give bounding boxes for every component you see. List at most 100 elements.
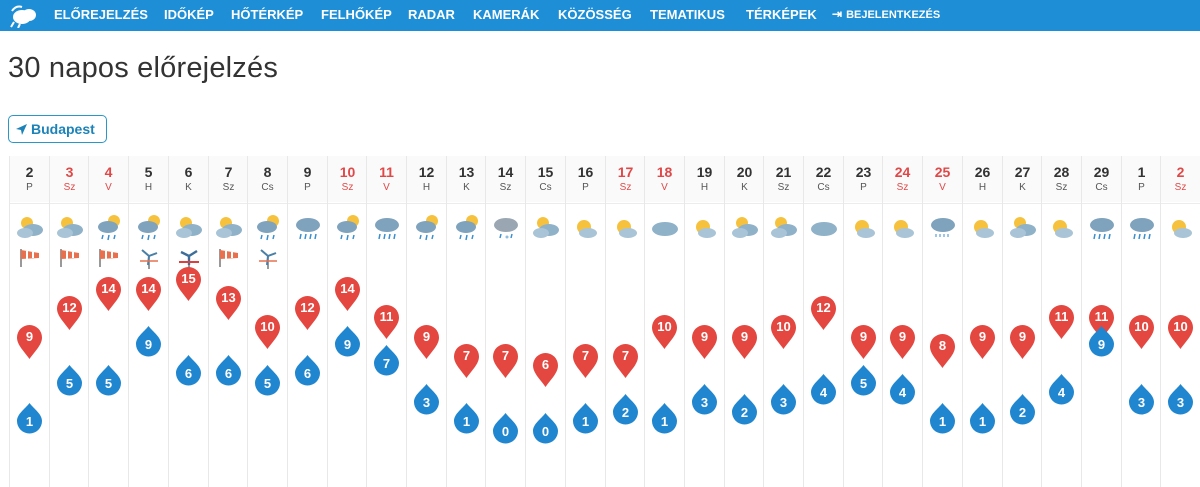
min-temperature-drop[interactable]: 0: [532, 413, 559, 444]
city-selector-button[interactable]: Budapest: [8, 115, 107, 143]
max-temperature-pin[interactable]: 7: [453, 343, 480, 379]
max-temperature-pin[interactable]: 14: [334, 276, 361, 312]
nav-maps[interactable]: TÉRKÉPEK: [746, 7, 817, 22]
day-header[interactable]: 26 H: [963, 156, 1002, 202]
max-temperature-pin[interactable]: 9: [850, 324, 877, 360]
min-temperature-drop[interactable]: 2: [731, 393, 758, 425]
min-temperature-drop[interactable]: 4: [889, 374, 916, 405]
max-temperature-pin[interactable]: 10: [1167, 314, 1194, 350]
min-temperature-drop[interactable]: 3: [1167, 383, 1194, 415]
max-temperature-pin[interactable]: 12: [294, 295, 321, 331]
nav-cameras[interactable]: KAMERÁK: [473, 7, 540, 22]
day-header[interactable]: 7 Sz: [209, 156, 248, 202]
day-header[interactable]: 22 Cs: [804, 156, 843, 202]
min-temperature-drop[interactable]: 5: [254, 364, 281, 396]
day-header[interactable]: 16 P: [566, 156, 605, 202]
day-header[interactable]: 11 V: [367, 156, 406, 202]
nav-weather-report[interactable]: IDŐKÉP: [164, 7, 214, 22]
max-temperature-pin[interactable]: 9: [413, 324, 440, 360]
min-temperature-drop[interactable]: 3: [770, 383, 797, 415]
day-header[interactable]: 23 P: [844, 156, 883, 202]
min-temperature-drop[interactable]: 1: [929, 403, 956, 434]
max-temperature-pin[interactable]: 14: [95, 276, 122, 312]
max-temperature-pin[interactable]: 7: [492, 343, 519, 379]
max-temperature-pin[interactable]: 10: [651, 314, 678, 350]
min-temperature-drop[interactable]: 6: [294, 354, 321, 386]
day-header[interactable]: 27 K: [1003, 156, 1042, 202]
day-header[interactable]: 8 Cs: [248, 156, 287, 202]
max-temperature-pin[interactable]: 15: [175, 266, 202, 302]
nav-forecast[interactable]: ELŐREJELZÉS: [54, 7, 148, 22]
max-temperature-pin[interactable]: 11: [1048, 304, 1075, 340]
max-temperature-pin[interactable]: 9: [731, 324, 758, 360]
login-link[interactable]: ⇥ BEJELENTKEZÉS: [832, 0, 940, 31]
min-temperature-drop[interactable]: 7: [373, 345, 400, 376]
max-temperature-pin[interactable]: 9: [969, 324, 996, 360]
day-header[interactable]: 24 Sz: [883, 156, 922, 202]
min-temperature-drop[interactable]: 2: [612, 393, 639, 425]
max-temperature-pin[interactable]: 9: [691, 324, 718, 360]
max-temperature-pin[interactable]: 14: [135, 276, 162, 312]
nav-community[interactable]: KÖZÖSSÉG: [558, 7, 632, 22]
min-temperature-drop[interactable]: 5: [95, 364, 122, 396]
day-header[interactable]: 14 Sz: [486, 156, 525, 202]
min-temperature-drop[interactable]: 3: [691, 383, 718, 415]
min-temperature-drop[interactable]: 6: [175, 354, 202, 386]
day-header[interactable]: 28 Sz: [1042, 156, 1081, 202]
day-header[interactable]: 13 K: [447, 156, 486, 202]
min-temperature-drop[interactable]: 1: [969, 403, 996, 434]
nav-thematic[interactable]: TEMATIKUS: [650, 7, 725, 22]
day-header[interactable]: 2 Sz: [1161, 156, 1200, 202]
max-temperature-pin[interactable]: 9: [889, 324, 916, 360]
min-temperature-drop[interactable]: 9: [135, 325, 162, 357]
min-temperature-drop[interactable]: 9: [1088, 325, 1115, 357]
day-header[interactable]: 21 Sz: [764, 156, 803, 202]
max-temperature-pin[interactable]: 10: [254, 314, 281, 350]
day-header[interactable]: 20 K: [725, 156, 764, 202]
max-temperature-pin[interactable]: 11: [1088, 304, 1115, 340]
nav-heatmap[interactable]: HŐTÉRKÉP: [231, 7, 304, 22]
day-header[interactable]: 3 Sz: [50, 156, 89, 202]
nav-radar[interactable]: RADAR: [408, 7, 455, 22]
day-header[interactable]: 29 Cs: [1082, 156, 1121, 202]
max-temperature-pin[interactable]: 9: [1009, 324, 1036, 360]
min-temperature-drop[interactable]: 4: [810, 374, 837, 405]
max-temperature-pin[interactable]: 10: [1128, 314, 1155, 350]
min-temperature-drop[interactable]: 1: [651, 403, 678, 434]
max-temperature-pin[interactable]: 13: [215, 285, 242, 321]
max-temperature-pin[interactable]: 9: [16, 324, 43, 360]
nav-cloud-map[interactable]: FELHŐKÉP: [321, 7, 392, 22]
day-header[interactable]: 10 Sz: [328, 156, 367, 202]
min-temperature-drop[interactable]: 1: [16, 403, 43, 434]
day-header[interactable]: 18 V: [645, 156, 684, 202]
min-temperature-drop[interactable]: 2: [1009, 393, 1036, 425]
min-temperature-drop[interactable]: 1: [572, 403, 599, 434]
min-temperature-drop[interactable]: 3: [413, 383, 440, 415]
day-header[interactable]: 12 H: [407, 156, 446, 202]
max-temperature-pin[interactable]: 12: [810, 295, 837, 331]
max-temperature-pin[interactable]: 7: [612, 343, 639, 379]
max-temperature-pin[interactable]: 7: [572, 343, 599, 379]
day-header[interactable]: 19 H: [685, 156, 724, 202]
min-temperature-drop[interactable]: 3: [1128, 383, 1155, 415]
day-header[interactable]: 25 V: [923, 156, 962, 202]
day-header[interactable]: 17 Sz: [606, 156, 645, 202]
max-temperature-pin[interactable]: 10: [770, 314, 797, 350]
min-temperature-drop[interactable]: 5: [56, 364, 83, 396]
min-temperature-drop[interactable]: 4: [1048, 374, 1075, 405]
min-temperature-drop[interactable]: 6: [215, 354, 242, 386]
day-header[interactable]: 15 Cs: [526, 156, 565, 202]
min-temperature-drop[interactable]: 0: [492, 413, 519, 444]
min-temperature-drop[interactable]: 1: [453, 403, 480, 434]
min-temperature-drop[interactable]: 9: [334, 325, 361, 357]
cloud-logo-icon[interactable]: [8, 3, 40, 28]
max-temperature-pin[interactable]: 12: [56, 295, 83, 331]
max-temperature-pin[interactable]: 11: [373, 304, 400, 340]
max-temperature-pin[interactable]: 6: [532, 352, 559, 388]
